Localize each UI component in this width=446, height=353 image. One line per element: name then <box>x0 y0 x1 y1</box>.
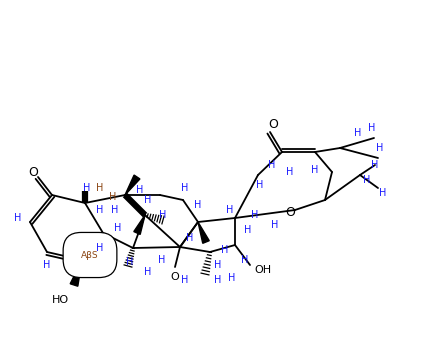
Text: H: H <box>311 165 319 175</box>
Text: H: H <box>109 192 117 202</box>
Text: H: H <box>271 220 279 230</box>
Polygon shape <box>134 215 145 234</box>
Text: H: H <box>368 123 376 133</box>
Text: H: H <box>244 225 252 235</box>
Text: H: H <box>268 160 276 170</box>
Text: H: H <box>186 233 194 243</box>
Text: AβS: AβS <box>81 251 99 259</box>
Text: H: H <box>114 223 122 233</box>
Text: H: H <box>376 143 384 153</box>
Polygon shape <box>125 175 140 195</box>
Text: H: H <box>159 210 167 220</box>
Text: H: H <box>221 245 229 255</box>
Text: H: H <box>145 267 152 277</box>
Text: H: H <box>96 183 103 193</box>
Text: H: H <box>251 210 259 220</box>
Text: H: H <box>286 167 293 177</box>
Text: H: H <box>182 275 189 285</box>
Text: H: H <box>126 257 134 267</box>
Polygon shape <box>70 260 82 286</box>
Text: H: H <box>112 205 119 215</box>
Text: H: H <box>194 200 202 210</box>
Text: H: H <box>228 273 235 283</box>
Text: H: H <box>43 260 51 270</box>
Text: H: H <box>96 243 103 253</box>
Text: H: H <box>145 195 152 205</box>
Text: H: H <box>372 160 379 170</box>
Text: HO: HO <box>51 295 69 305</box>
Text: H: H <box>215 260 222 270</box>
Text: O: O <box>28 167 38 179</box>
Text: H: H <box>256 180 264 190</box>
Text: H: H <box>83 183 91 193</box>
Text: H: H <box>241 255 249 265</box>
Text: H: H <box>363 175 371 185</box>
Text: H: H <box>354 128 362 138</box>
Text: O: O <box>171 272 179 282</box>
Text: H: H <box>96 205 103 215</box>
Text: O: O <box>285 205 295 219</box>
Text: OH: OH <box>254 265 272 275</box>
Text: H: H <box>379 188 387 198</box>
Text: H: H <box>14 213 22 223</box>
Text: H: H <box>226 205 234 215</box>
Text: H: H <box>158 255 165 265</box>
Text: O: O <box>268 118 278 131</box>
Polygon shape <box>198 222 209 243</box>
Text: H: H <box>182 183 189 193</box>
Text: H: H <box>136 185 144 195</box>
Text: H: H <box>215 275 222 285</box>
